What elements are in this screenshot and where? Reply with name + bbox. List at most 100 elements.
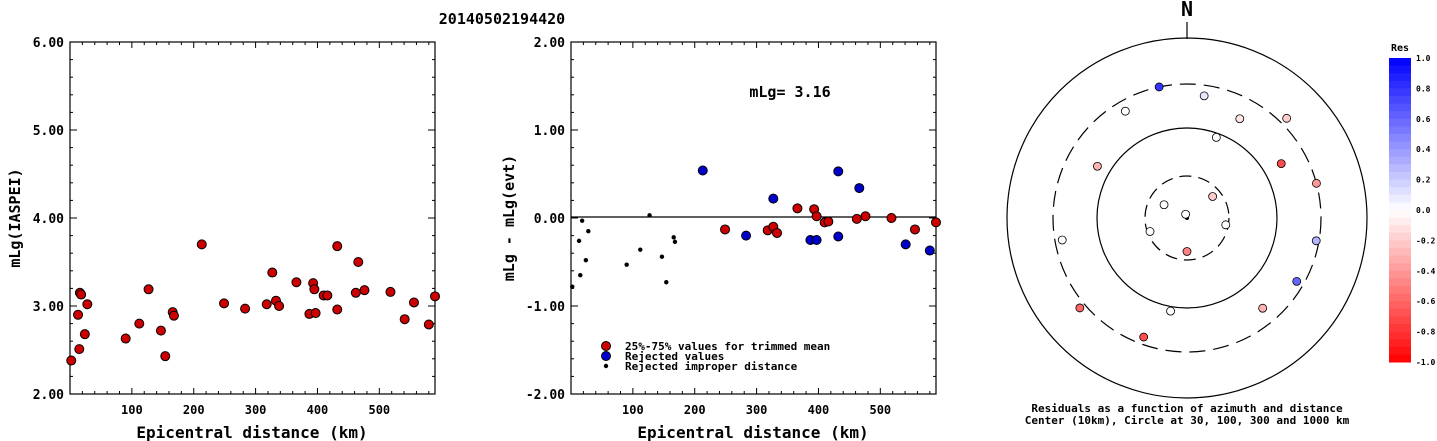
left-point (309, 284, 320, 295)
polar-point (1092, 161, 1102, 171)
colorbar-tick-label: -0.2 (1416, 236, 1435, 245)
polar-point (1166, 306, 1175, 316)
colorbar-segment (1389, 339, 1411, 348)
left-point (274, 301, 285, 311)
left-x-tick-label: 500 (368, 403, 390, 417)
polar-point (1145, 227, 1155, 236)
colorbar-tick-label: -0.4 (1416, 267, 1435, 276)
colorbar-segment (1389, 346, 1411, 355)
colorbar-segment (1389, 141, 1411, 150)
left-point (399, 314, 410, 325)
middle-point (823, 216, 834, 227)
middle-point-improper (578, 273, 583, 278)
polar-point (1276, 159, 1286, 168)
polar-point (1182, 247, 1192, 256)
left-point (168, 310, 179, 321)
colorbar-segment (1389, 65, 1411, 74)
ring-30km (1144, 175, 1230, 261)
legend-marker-rejected (601, 351, 611, 361)
colorbar-scale: 1.0 0.8 0.6 0.4 0.2 0.0 -0.2 -0.4 -0.6 -0.8 -1.0 (1389, 54, 1435, 367)
middle-point (909, 224, 920, 235)
colorbar-segment (1389, 354, 1411, 363)
colorbar-segment (1389, 301, 1411, 310)
colorbar-segment (1389, 58, 1411, 67)
colorbar-segment (1389, 73, 1411, 82)
middle-y-tick-label: 1.00 (534, 124, 565, 139)
middle-chart: 100 200 300 400 500 -2.00 -1.00 0.00 1.00 2.00 mL… (500, 36, 941, 441)
middle-point-improper (664, 280, 669, 285)
left-point (134, 318, 145, 329)
left-point (350, 287, 361, 298)
colorbar-tick-label: 0.4 (1416, 145, 1431, 154)
middle-point-improper (671, 235, 676, 240)
colorbar-segment (1389, 263, 1411, 272)
middle-y-tick-label: 2.00 (534, 36, 565, 51)
polar-point (1181, 209, 1191, 219)
legend-marker-trimmed (601, 341, 611, 351)
colorbar-segment (1389, 217, 1411, 226)
left-point (322, 290, 333, 301)
left-point (74, 344, 85, 355)
colorbar-segment (1389, 202, 1411, 211)
middle-legend: 25%-75% values for trimmed mean Rejected… (601, 340, 830, 373)
colorbar-segment (1389, 308, 1411, 317)
middle-point (792, 203, 803, 214)
middle-point (833, 166, 844, 177)
colorbar-segment (1389, 80, 1411, 89)
left-x-tick-label: 200 (183, 403, 205, 417)
left-point (160, 351, 171, 362)
colorbar-segment (1389, 316, 1411, 325)
polar-point (1154, 82, 1164, 92)
colorbar-tick-label: -0.8 (1416, 328, 1435, 337)
left-point (240, 303, 251, 314)
colorbar-segment (1389, 134, 1411, 143)
middle-point (931, 217, 941, 228)
colorbar-segment (1389, 270, 1411, 279)
colorbar-tick-label: -0.6 (1416, 297, 1435, 306)
colorbar-segment (1389, 156, 1411, 165)
middle-y-axis-label: mLg - mLg(evt) (500, 155, 518, 281)
colorbar-segment (1389, 286, 1411, 295)
middle-x-tick-label: 200 (684, 403, 706, 417)
middle-point-improper (672, 239, 678, 244)
polar-caption-line-2: Center (10km), Circle at 30, 100, 300 an… (1025, 414, 1350, 427)
colorbar-segment (1389, 278, 1411, 287)
middle-point (697, 165, 708, 176)
left-y-tick-label: 2.00 (33, 388, 64, 403)
left-point (353, 257, 364, 267)
middle-point (811, 211, 822, 222)
polar-point (1199, 91, 1209, 101)
colorbar-title: Res (1391, 43, 1409, 54)
middle-point (768, 193, 779, 204)
left-point (359, 285, 370, 296)
left-point (73, 309, 84, 320)
colorbar-segment (1389, 225, 1411, 234)
left-point (143, 284, 154, 295)
middle-point (741, 230, 752, 241)
colorbar-segment (1389, 210, 1411, 219)
polar-point (1211, 132, 1221, 142)
left-point (79, 329, 90, 340)
colorbar-segment (1389, 194, 1411, 203)
polar-point (1312, 178, 1321, 188)
polar-point (1235, 114, 1245, 124)
colorbar-segment (1389, 111, 1411, 120)
left-point (423, 319, 434, 330)
middle-point-improper (659, 254, 665, 259)
left-point (219, 298, 230, 309)
left-y-tick-label: 3.00 (33, 300, 64, 315)
middle-point-improper (638, 247, 643, 252)
legend-marker-improper (603, 363, 609, 369)
middle-point-improper (579, 218, 585, 223)
left-point (155, 325, 166, 336)
middle-chart-axes: 100 200 300 400 500 -2.00 -1.00 0.00 1.00 2.00 (526, 36, 936, 417)
colorbar-segment (1389, 149, 1411, 158)
left-point (385, 286, 396, 297)
colorbar-tick-label: 0.0 (1416, 206, 1431, 215)
polar-point (1208, 192, 1218, 201)
mlg-event-annotation: mLg= 3.16 (749, 83, 830, 101)
colorbar-segment (1389, 240, 1411, 249)
middle-x-tick-label: 100 (622, 403, 644, 417)
left-chart-axes: 100 200 300 400 500 2.00 3.00 4.00 5.00 6.00 (33, 36, 435, 417)
